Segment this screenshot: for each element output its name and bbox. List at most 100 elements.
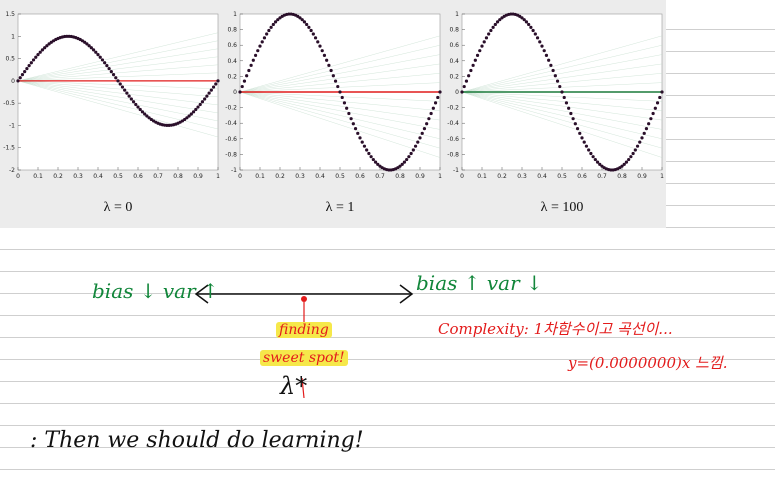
data-point: [273, 20, 278, 24]
hypothesis-line: [461, 91, 663, 149]
data-point: [429, 111, 433, 116]
x-tick-label: 0.3: [73, 173, 83, 180]
data-point: [480, 44, 484, 48]
data-point: [247, 68, 251, 73]
data-point: [398, 164, 402, 168]
data-point: [100, 58, 105, 62]
y-tick-label: -0.5: [3, 100, 15, 107]
data-point: [131, 100, 136, 104]
data-point: [462, 84, 466, 89]
data-point: [129, 97, 133, 101]
data-point: [620, 164, 624, 168]
data-point: [573, 122, 577, 126]
data-point: [18, 76, 22, 80]
sweet-spot-marker: [301, 296, 307, 302]
y-tick-label: 0: [233, 89, 237, 96]
hypothesis-line: [239, 91, 441, 121]
x-tick-label: 0.2: [275, 173, 285, 180]
data-point: [189, 112, 193, 116]
hypothesis-line: [461, 91, 663, 158]
data-point: [205, 94, 209, 98]
data-point: [316, 40, 320, 44]
data-point: [644, 127, 649, 131]
data-point: [467, 74, 471, 78]
data-point: [31, 58, 36, 62]
data-point: [125, 91, 129, 95]
data-point: [582, 140, 586, 144]
hypothesis-line: [239, 63, 441, 93]
data-point: [351, 122, 355, 126]
data-point: [347, 111, 351, 116]
hypothesis-line: [239, 54, 441, 93]
data-point: [211, 85, 216, 89]
data-point: [598, 162, 602, 166]
data-point: [36, 53, 40, 57]
hypothesis-line: [461, 91, 663, 139]
data-point: [338, 90, 342, 94]
data-point: [89, 46, 93, 50]
data-point: [320, 49, 324, 53]
data-point: [651, 111, 655, 116]
x-tick-label: 1: [438, 173, 442, 180]
y-tick-label: -1.5: [3, 145, 15, 152]
data-point: [589, 151, 593, 156]
y-tick-label: -0.8: [447, 151, 459, 158]
data-point: [402, 160, 407, 164]
data-point: [478, 49, 482, 53]
data-point: [575, 127, 580, 131]
data-point: [256, 49, 260, 53]
data-point: [627, 157, 631, 162]
y-tick-label: -0.6: [225, 136, 237, 143]
data-point: [118, 82, 122, 86]
data-point: [509, 12, 513, 16]
y-tick-label: 0.2: [227, 73, 237, 80]
y-tick-label: 1: [455, 11, 459, 18]
note-sweet-spot: sweet spot!: [260, 350, 348, 366]
data-point: [109, 69, 113, 74]
data-point: [20, 73, 25, 77]
note-finding: finding: [276, 322, 332, 338]
data-point: [111, 73, 116, 77]
regularization-figure: 1.5 1 0.5 0 -0.5 -1 -1.5 -2 0 0.1 0.2 0.3 0.4 0.5 0.6 0…: [0, 0, 666, 228]
data-point: [103, 61, 107, 65]
data-point: [271, 22, 275, 27]
data-point: [475, 53, 480, 57]
data-point: [245, 74, 249, 78]
data-point: [349, 117, 353, 121]
hypothesis-line: [461, 82, 663, 93]
x-tick-label: 0.2: [53, 173, 63, 180]
x-tick-label: 0.3: [517, 173, 527, 180]
data-point: [464, 79, 469, 83]
data-point: [373, 160, 378, 164]
data-point: [34, 55, 38, 59]
data-point: [438, 90, 442, 94]
y-tick-label: -1: [453, 167, 459, 174]
hypothesis-line: [239, 91, 441, 130]
data-point: [482, 40, 486, 44]
note-sweet-spot-text: sweet spot!: [260, 350, 348, 366]
plot-lambda-1: 10.80.60.40.20-0.2-0.4-0.6-0.8-10 0.1 0.2 0…: [225, 11, 442, 180]
data-point: [25, 66, 29, 71]
data-point: [207, 91, 211, 95]
hypothesis-line: [461, 45, 663, 93]
data-point: [331, 74, 335, 78]
data-point: [194, 107, 198, 112]
x-tick-label: 1: [216, 173, 220, 180]
data-point: [325, 58, 329, 62]
caption-lambda-100: λ = 100: [540, 200, 584, 215]
data-point: [83, 40, 87, 44]
x-tick-label: 0.5: [113, 173, 123, 180]
data-point: [591, 155, 595, 159]
data-point: [367, 151, 371, 156]
data-point: [91, 48, 96, 52]
hypothesis-line: [461, 35, 663, 93]
data-point: [420, 131, 424, 135]
data-point: [145, 114, 149, 118]
data-point: [358, 136, 362, 140]
data-point: [147, 116, 151, 120]
data-point: [45, 44, 49, 48]
data-point: [262, 36, 267, 40]
data-point: [542, 49, 546, 53]
y-tick-label: -0.8: [225, 151, 237, 158]
data-point: [305, 22, 309, 27]
